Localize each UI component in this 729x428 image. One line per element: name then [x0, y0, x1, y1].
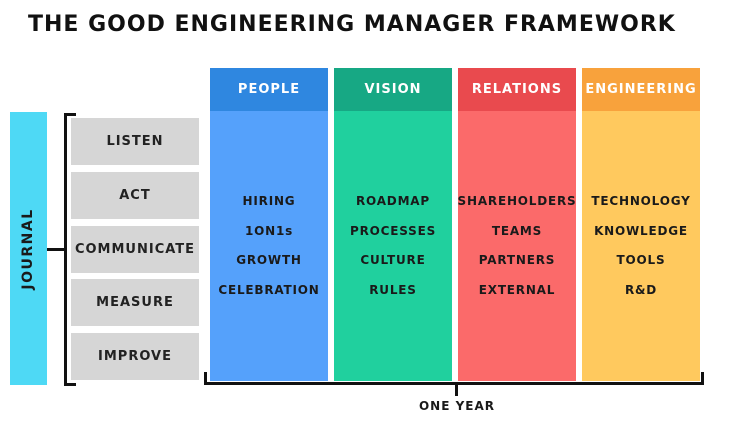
column-item: PARTNERS [478, 253, 556, 267]
column-item: RULES [369, 282, 417, 297]
timeline-bracket-left [204, 372, 207, 385]
timeline-connector [455, 382, 458, 396]
column-header-relations: RELATIONS [458, 68, 576, 111]
journal-step-improve: IMPROVE [71, 333, 199, 380]
column-body-relations: SHAREHOLDERS TEAMS PARTNERS EXTERNAL [458, 111, 576, 381]
column-body-engineering: TECHNOLOGY KNOWLEDGE TOOLS R&D [582, 111, 700, 381]
column-item: SHAREHOLDERS [457, 194, 577, 208]
column-item: TEAMS [491, 223, 543, 238]
column-item: TECHNOLOGY [591, 194, 691, 208]
journal-step-act: ACT [71, 172, 199, 219]
journal-bracket [64, 113, 67, 386]
journal-connector [47, 248, 65, 251]
column-item: ROADMAP [356, 194, 430, 208]
column-body-people: HIRING 1ON1s GROWTH CELEBRATION [210, 111, 328, 381]
column-vision: VISION ROADMAP PROCESSES CULTURE RULES [334, 68, 452, 381]
column-item: TOOLS [616, 253, 666, 267]
column-item: R&D [624, 282, 658, 297]
journal-label: JOURNAL [20, 208, 36, 290]
column-item: HIRING [242, 194, 296, 208]
column-engineering: ENGINEERING TECHNOLOGY KNOWLEDGE TOOLS R… [582, 68, 700, 381]
journal-bar [10, 112, 47, 385]
column-item: EXTERNAL [478, 282, 556, 297]
column-header-people: PEOPLE [210, 68, 328, 111]
timeline-bracket [204, 382, 704, 385]
column-item: CELEBRATION [218, 282, 320, 297]
journal-bracket-bottom [64, 383, 76, 386]
column-body-vision: ROADMAP PROCESSES CULTURE RULES [334, 111, 452, 381]
column-item: PROCESSES [349, 223, 437, 238]
column-header-engineering: ENGINEERING [582, 68, 700, 111]
journal-bracket-top [64, 113, 76, 116]
column-header-vision: VISION [334, 68, 452, 111]
column-item: 1ON1s [244, 223, 294, 238]
timeline-label: ONE YEAR [418, 399, 496, 413]
journal-step-measure: MEASURE [71, 279, 199, 326]
column-people: PEOPLE HIRING 1ON1s GROWTH CELEBRATION [210, 68, 328, 381]
column-item: GROWTH [236, 253, 302, 267]
journal-step-listen: LISTEN [71, 118, 199, 165]
journal-step-communicate: COMMUNICATE [71, 226, 199, 273]
column-item: KNOWLEDGE [594, 223, 688, 238]
timeline-bracket-right [701, 372, 704, 385]
page-title: THE GOOD ENGINEERING MANAGER FRAMEWORK [28, 12, 676, 37]
column-relations: RELATIONS SHAREHOLDERS TEAMS PARTNERS EX… [458, 68, 576, 381]
column-item: CULTURE [360, 253, 426, 267]
